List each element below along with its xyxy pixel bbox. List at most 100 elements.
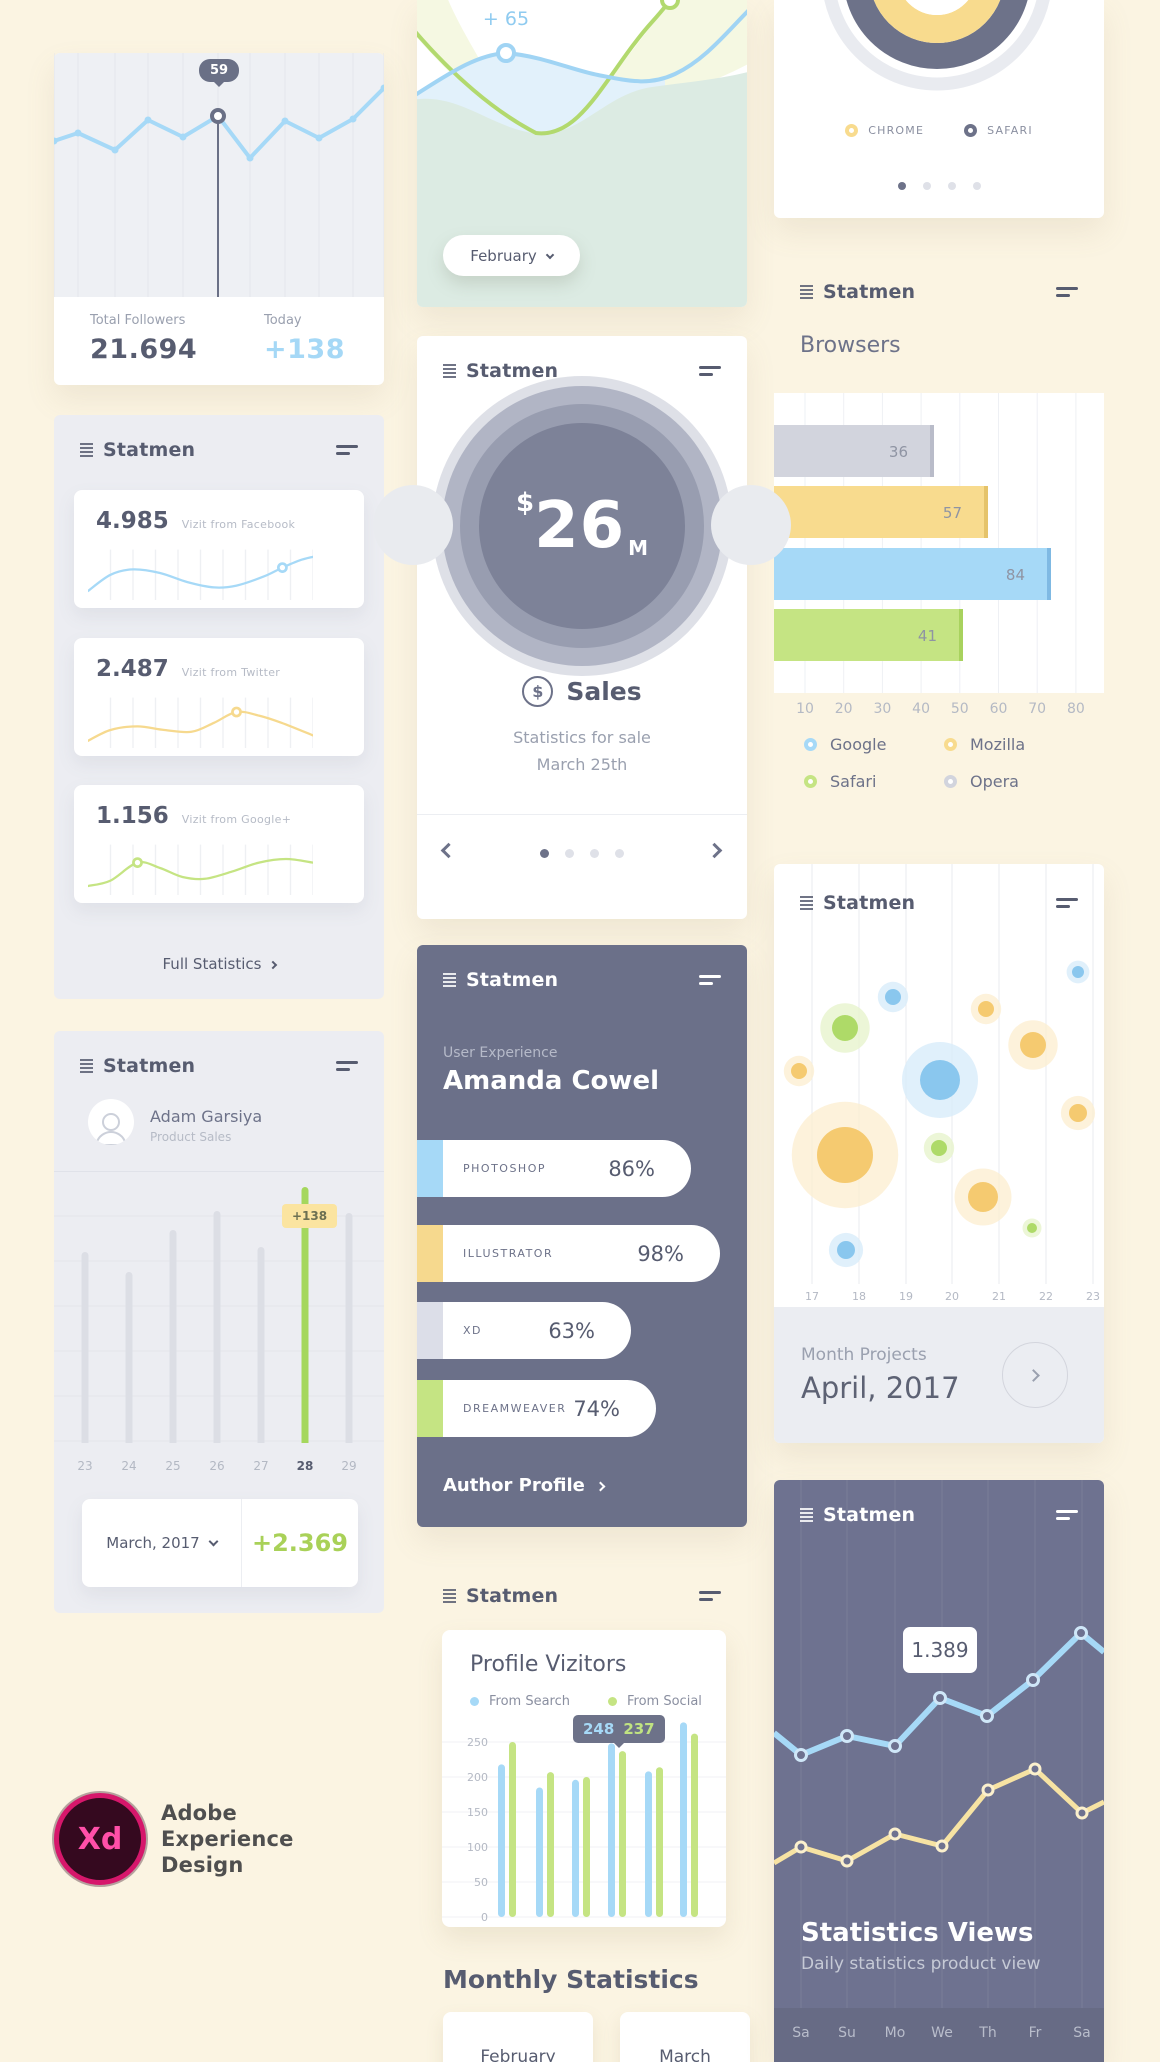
list-icon [443,973,456,987]
brand: Statmen [80,1055,195,1077]
legend-swatch [608,1697,618,1706]
brand: Statmen [443,360,558,382]
divider [417,814,747,815]
day-label: Th [979,2025,997,2041]
vizit-google-card: 1.156 Vizit from Google+ [74,785,364,903]
brand-name: Statmen [823,892,916,914]
user-role: Product Sales [150,1130,232,1144]
followers-card: 59 Total Followers 21.694 Today +138 [54,53,384,385]
month-delta-value: +2.369 [251,1529,349,1557]
svg-text:100: 100 [467,1841,488,1854]
profile-visitors-card: Profile Vizitors From Search From Social … [442,1630,726,1927]
browsers-bar-chart: 36 57 84 41 [774,393,1104,693]
menu-icon[interactable] [699,366,721,376]
menu-icon[interactable] [699,1591,721,1601]
tooltip-search-value: 248 [583,1720,615,1738]
carousel-dot[interactable] [540,849,549,858]
browsers-donut-card: CHROME SAFARI [774,0,1104,218]
march-button[interactable]: March [620,2012,750,2062]
svg-text:84: 84 [1006,566,1025,584]
carousel-dot[interactable] [922,182,931,190]
twitter-sparkline [88,697,313,748]
skill-bar-dreamweaver: DREAMWEAVER 74% [417,1380,656,1437]
carousel-dot[interactable] [590,849,599,858]
list-icon [80,1059,93,1073]
legend-item: Google [804,735,944,754]
carousel-dot[interactable] [565,849,574,858]
sales-subtitle-1: Statistics for sale [513,728,651,747]
skill-bar-illustrator: ILLUSTRATOR 98% [417,1225,720,1282]
chevron-down-icon [545,250,554,259]
vizit-facebook-value: 4.985 [96,508,169,534]
profile-visitors-title: Profile Vizitors [470,1652,627,1677]
statistics-views-card: Statmen 1.389 Statistics Views Daily sta… [774,1480,1104,2062]
menu-icon[interactable] [699,975,721,985]
month-summary: March, 2017 +2.369 [82,1499,358,1587]
carousel-dot[interactable] [972,182,981,190]
author-profile-link[interactable]: Author Profile [443,1475,606,1496]
sales-section-title: $ Sales [417,676,747,707]
product-sales-card: Statmen Adam Garsiya Product Sales +138 … [54,1031,384,1613]
day-label: Su [838,2025,856,2041]
skill-value: 98% [637,1241,684,1266]
divider [54,1171,384,1172]
sales-amount-unit: M [628,536,649,560]
carousel-dot[interactable] [947,182,956,190]
vizit-twitter-label: Vizit from Twitter [181,666,281,679]
svg-text:22: 22 [1039,1290,1053,1303]
skill-label: ILLUSTRATOR [463,1247,554,1260]
carousel-peek-left [373,485,453,565]
carousel-peek-right [711,485,791,565]
legend-item: From Social [608,1694,702,1709]
monthly-statistics-title: Monthly Statistics [443,1965,699,1994]
donut-legend: CHROME SAFARI [774,124,1104,137]
person-icon [94,1113,128,1145]
menu-icon[interactable] [1056,287,1078,297]
menu-icon[interactable] [336,1061,358,1071]
day-label: Mo [884,2025,906,2041]
menu-icon[interactable] [336,445,358,455]
svg-text:150: 150 [467,1806,488,1819]
vizit-google-value: 1.156 [96,803,169,829]
svg-text:200: 200 [467,1771,488,1784]
february-button[interactable]: February [443,2012,593,2062]
svg-text:19: 19 [899,1290,913,1303]
total-followers-label: Total Followers [90,313,186,328]
facebook-sparkline [88,549,313,600]
list-icon [443,1589,456,1603]
day-label: 26 [209,1459,225,1473]
chevron-down-icon [208,1536,219,1547]
google-sparkline [88,844,313,895]
vizit-twitter-value: 2.487 [96,656,169,682]
menu-icon[interactable] [1056,898,1078,908]
brand: Statmen [443,969,558,991]
month-select-button[interactable]: February [443,235,580,276]
svg-text:41: 41 [918,627,937,645]
day-label: 28 [296,1459,314,1473]
today-stat: Today +138 [264,313,345,365]
brand: Statmen [800,281,915,303]
skill-label: PHOTOSHOP [463,1162,546,1175]
svg-text:23: 23 [1086,1290,1100,1303]
list-icon [800,896,813,910]
legend-ring-swatch [944,738,957,751]
sales-amount-value: 26 [534,489,626,563]
full-statistics-link[interactable]: Full Statistics [54,955,384,973]
menu-icon[interactable] [1056,1510,1078,1520]
day-label: 27 [253,1459,269,1473]
carousel-dot[interactable] [615,849,624,858]
today-label: Today [264,313,302,328]
overview-delta-label: + 65 [482,8,530,30]
adobe-xd-wordmark: Adobe Experience Design [161,1801,294,1877]
day-label: 29 [341,1459,357,1473]
next-month-button[interactable] [1002,1342,1068,1408]
legend-item: From Search [470,1694,570,1709]
sales-gauge [432,376,732,676]
carousel-dot[interactable] [897,182,906,190]
month-dropdown[interactable]: March, 2017 [82,1499,242,1587]
bar-chart-day-labels: 23 24 25 26 27 28 29 [54,1459,384,1475]
chevron-right-icon [268,960,277,970]
views-tooltip: 1.389 [903,1627,977,1673]
statistics-views-title: Statistics Views [801,1918,1034,1948]
